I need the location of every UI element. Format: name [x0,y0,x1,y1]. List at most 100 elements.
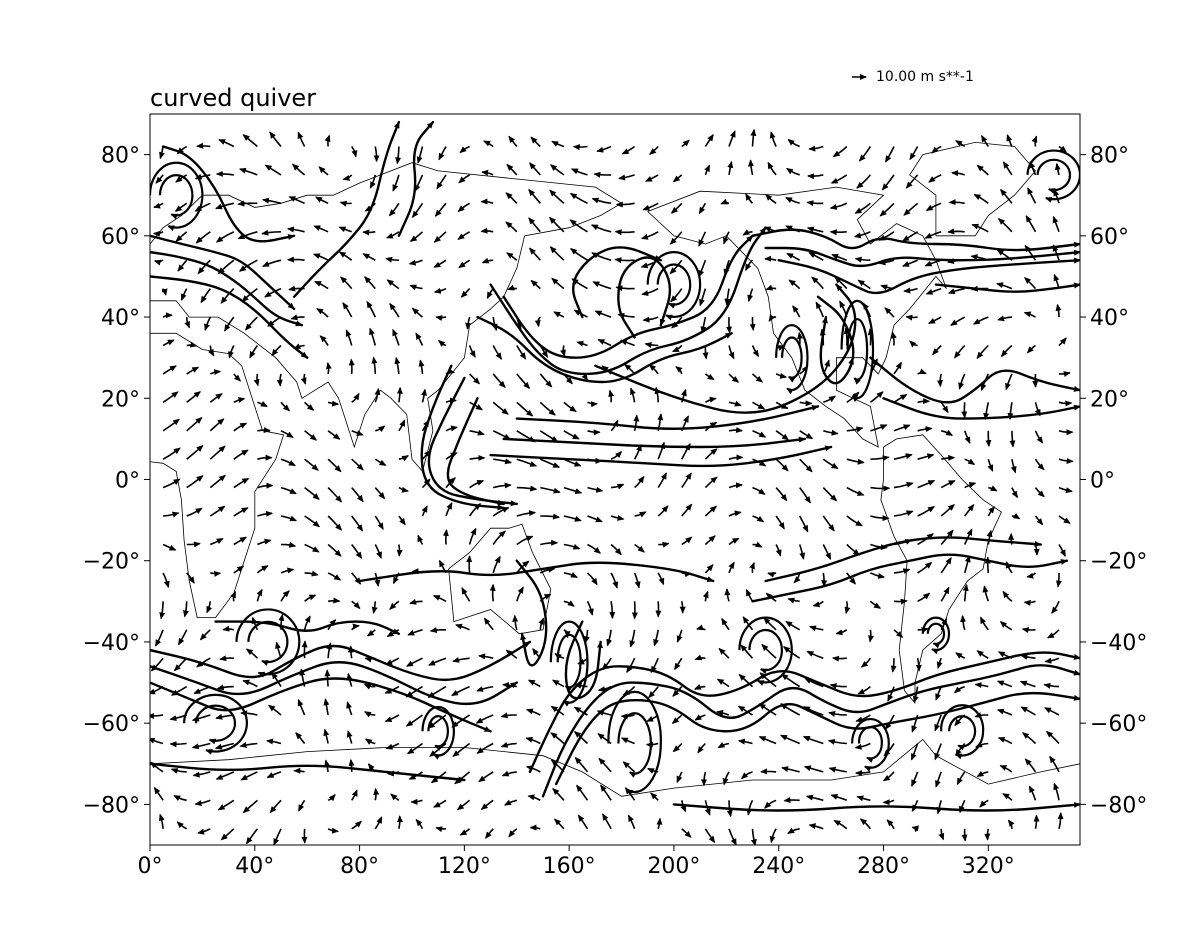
field-arrow [997,736,1013,745]
field-arrow [429,627,446,634]
field-arrow [1000,188,1013,204]
field-arrow [890,658,897,673]
field-arrow [1011,487,1019,499]
field-arrow [1054,162,1061,176]
field-arrow [953,685,965,694]
field-arrow [931,145,942,154]
field-arrow [233,449,249,460]
field-arrow [438,340,447,347]
field-arrow [587,486,604,493]
field-arrow [386,279,400,290]
field-arrow [947,228,965,235]
field-arrow [573,706,588,716]
field-arrow [215,771,235,780]
field-arrow [351,544,363,560]
quiver-key: 10.00 m s**-1 [852,69,974,85]
field-arrow [438,146,447,161]
field-arrow [215,170,234,177]
field-arrow [799,400,813,407]
field-arrow [1043,682,1060,689]
field-arrow [442,529,449,545]
field-arrow [788,279,801,290]
y-tick-label-right: 20° [1090,387,1129,412]
field-arrow [451,714,471,728]
field-arrow [390,793,400,801]
field-arrow [465,316,472,330]
field-arrow [911,799,919,812]
field-arrow [249,345,259,359]
field-arrow [1046,629,1060,639]
field-arrow [348,758,355,772]
field-arrow [251,616,259,631]
field-arrow [783,796,800,803]
field-arrow [676,629,683,643]
field-arrow [220,828,235,841]
field-arrow [747,288,754,303]
field-arrow [1019,680,1036,688]
field-arrow [209,418,225,432]
field-arrow [549,189,565,204]
field-arrow [552,679,565,688]
field-arrow [527,794,541,802]
field-arrow [406,742,423,755]
field-arrow [997,218,1013,233]
field-arrow [1058,145,1067,153]
field-arrow [445,397,457,404]
field-arrow [539,401,556,416]
field-arrow [679,601,686,614]
field-arrow [704,828,716,844]
field-arrow [486,288,494,299]
field-arrow [175,174,188,183]
field-arrow [257,454,273,461]
field-arrow [828,711,847,717]
eddy-loop [183,693,249,755]
field-arrow [704,448,718,460]
field-arrow [239,742,258,748]
field-arrow [516,485,538,492]
field-arrow [512,614,519,630]
field-arrow [597,338,612,347]
field-arrow [560,345,566,357]
field-arrow [280,430,294,439]
field-arrow [886,819,895,830]
field-arrow [809,625,824,632]
field-arrow [492,555,501,574]
field-arrow [779,734,801,745]
field-arrow [273,828,282,845]
eddy-loop [235,608,301,678]
x-tick-label: 80° [340,854,379,879]
field-arrow [245,648,258,659]
field-arrow [373,787,380,801]
field-arrow [452,742,471,757]
field-arrow [396,386,403,403]
field-arrow [563,572,578,579]
field-arrow [917,592,931,603]
field-arrow [492,373,506,389]
field-arrow [197,259,211,275]
field-arrow [468,527,477,545]
field-arrow [280,486,297,495]
field-arrow [934,743,942,761]
field-arrow [627,814,636,830]
field-arrow [618,174,635,181]
field-arrow [461,587,471,602]
field-arrow [803,765,824,773]
field-arrow [186,475,204,489]
field-arrow [1034,458,1045,471]
eddy-loop [427,715,450,751]
field-arrow [893,629,904,638]
field-arrow [539,458,561,468]
field-arrow [563,486,583,495]
field-arrow [806,650,824,659]
field-arrow [587,543,601,554]
field-arrow [392,328,400,346]
field-arrow [242,134,258,148]
field-arrow [996,282,1013,290]
field-arrow [369,174,377,189]
field-arrow [940,586,950,602]
streamline [150,677,492,733]
field-arrow [415,818,424,830]
field-arrow [186,341,198,348]
field-arrow [162,391,179,403]
field-arrow [805,794,824,802]
